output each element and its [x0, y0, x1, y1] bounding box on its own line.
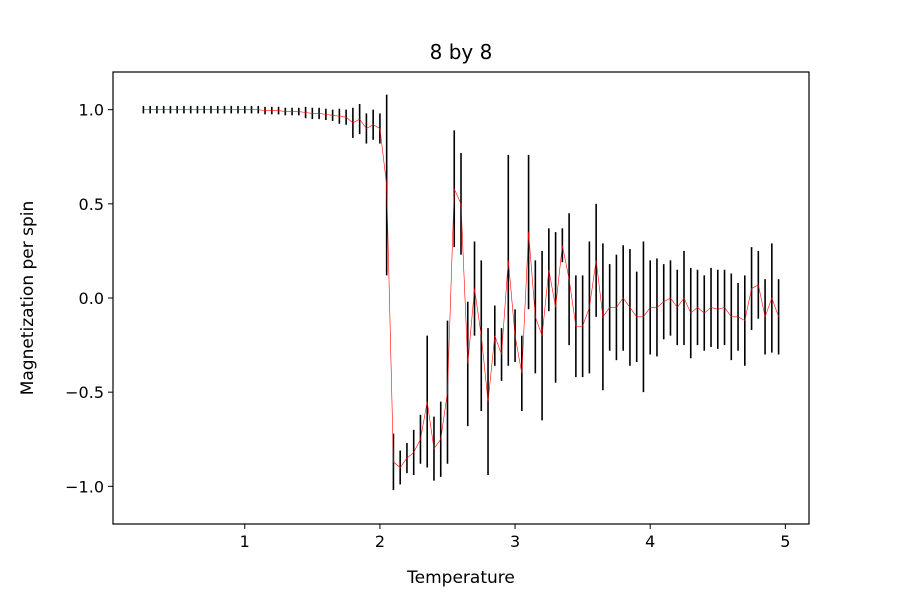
axis-ticks: 1 2 3 4 5 −1.0 −0.5 0.0 0.5 1.0	[65, 101, 790, 551]
y-tick-label: −0.5	[65, 383, 104, 402]
x-tick-label: 3	[510, 532, 520, 551]
y-axis-label: Magnetization per spin	[18, 201, 38, 396]
chart-title: 8 by 8	[430, 40, 493, 64]
y-tick-label: −1.0	[65, 477, 104, 496]
series-line-group	[143, 109, 779, 468]
x-tick-label: 5	[780, 532, 790, 551]
series-line	[143, 109, 779, 468]
y-tick-label: 0.5	[79, 195, 104, 214]
y-tick-label: 1.0	[79, 101, 104, 120]
x-axis-label: Temperature	[406, 568, 515, 588]
x-tick-label: 2	[375, 532, 385, 551]
y-tick-label: 0.0	[79, 289, 104, 308]
x-tick-label: 1	[240, 532, 250, 551]
x-tick-label: 4	[645, 532, 655, 551]
error-bars	[142, 94, 780, 491]
